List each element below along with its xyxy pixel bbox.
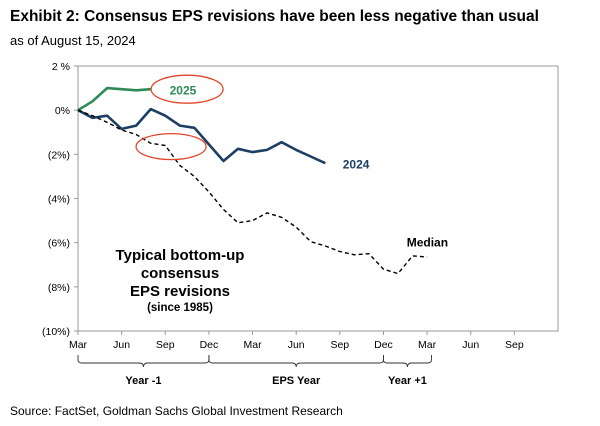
x-tick-label: Dec <box>200 339 219 351</box>
source-note: Source: FactSet, Goldman Sachs Global In… <box>10 404 343 418</box>
page-title: Exhibit 2: Consensus EPS revisions have … <box>10 8 539 25</box>
x-tick-label: Sep <box>156 339 175 351</box>
period-brace <box>208 355 384 368</box>
annotation-typical-line2: consensus <box>141 265 219 282</box>
series-line-median <box>77 109 428 275</box>
series-line-2024 <box>77 107 326 165</box>
highlight-circle-median <box>135 132 207 161</box>
y-tick-label: (6%) <box>48 238 70 250</box>
series-line-2025 <box>77 86 151 112</box>
series-label-2024: 2024 <box>343 157 370 171</box>
x-tick-label: Jun <box>288 339 305 351</box>
y-tick-label: 2 % <box>52 61 70 73</box>
annotation-typical-line4: (since 1985) <box>147 302 213 314</box>
x-tick-label: Jun <box>462 339 479 351</box>
highlight-circle-2025 <box>150 74 224 104</box>
annotation-typical-line3: EPS revisions <box>130 283 230 300</box>
period-brace <box>383 355 432 368</box>
y-tick-label: (8%) <box>48 282 70 294</box>
period-label: EPS Year <box>272 375 321 387</box>
period-brace <box>77 355 210 368</box>
y-tick-label: (10%) <box>42 326 70 338</box>
y-tick-label: 0% <box>55 105 70 117</box>
x-tick-label: Mar <box>243 339 262 351</box>
y-tick-label: (4%) <box>48 194 70 206</box>
series-label-median: Median <box>407 236 448 250</box>
x-tick-label: Mar <box>69 339 88 351</box>
x-tick-label: Dec <box>374 339 393 351</box>
eps-revisions-chart: 2 % 0% (2%) (4%) (6%) (8%) (10%) Mar Jun Sep Dec M… <box>42 61 559 387</box>
period-label: Year +1 <box>388 375 427 387</box>
series-label-2025: 2025 <box>170 83 197 97</box>
x-tick-label: Jun <box>113 339 130 351</box>
page-subtitle: as of August 15, 2024 <box>10 33 136 48</box>
period-label: Year -1 <box>125 375 161 387</box>
x-tick-label: Sep <box>330 339 349 351</box>
x-tick-label: Mar <box>418 339 437 351</box>
annotation-typical-line1: Typical bottom-up <box>116 247 245 264</box>
y-tick-label: (2%) <box>48 149 70 161</box>
x-tick-label: Sep <box>505 339 524 351</box>
